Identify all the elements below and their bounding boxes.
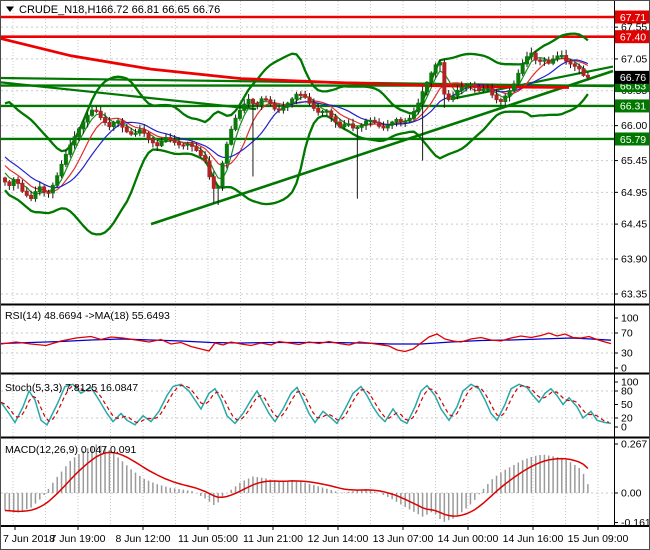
price-badge-label: 65.79 [620,134,646,146]
indicator-tick-label: 0.00 [621,488,642,500]
price-tick-label: 64.95 [621,187,647,199]
indicator-tick-label: 70 [621,328,633,340]
trendline[interactable] [150,69,614,226]
price-badge [615,132,649,146]
price-badge-label: 66.76 [620,72,646,84]
stoch-d-line [1,384,610,424]
time-tick-label: 11 Jun 05:00 [178,533,238,545]
symbol-name: CRUDE_N18,H1 [19,4,102,16]
time-tick-label: 8 Jun 12:00 [116,533,171,545]
time-tick-label: 14 Jun 00:00 [438,533,499,545]
trendline[interactable] [1,81,257,111]
macd-label: MACD(12,26,9) 0.047 0.091 [5,444,136,456]
ohlc-values: 66.72 66.81 66.65 66.76 [101,4,220,16]
time-tick-label: 12 Jun 14:00 [308,533,369,545]
symbol-title: CRUDE_N18,H1 66.72 66.81 66.65 66.76 [6,4,220,16]
time-tick-label: 15 Jun 09:00 [568,533,629,545]
stoch-label: Stoch(5,3,3) 7.8125 16.0847 [5,382,138,394]
stoch-k-line [1,383,612,426]
candles-layer [3,47,590,206]
price-badge-label: 67.71 [620,12,646,24]
time-tick-label: 7 Jun 2018 [3,533,55,545]
time-tick-label: 7 Jun 19:00 [51,533,106,545]
indicator-tick-label: -0.161 [621,517,650,529]
indicator-tick-label: 100 [621,377,639,389]
main-chart-panel[interactable] [1,15,614,236]
panel-frames [1,1,649,527]
indicator-tick-label: 0.267 [621,439,647,451]
rsi-line [1,332,612,353]
rsi-panel[interactable] [1,332,612,353]
symbol-menu-icon[interactable] [6,6,14,13]
price-tick-label: 64.45 [621,219,647,231]
price-tick-label: 67.05 [621,53,647,65]
indicator-tick-label: 30 [621,348,633,360]
price-badge [615,70,649,84]
indicator-tick-label: 50 [621,399,633,411]
indicator-tick-label: 100 [621,313,639,325]
indicator-tick-label: 0 [621,363,627,375]
rsi-label: RSI(14) 48.6694 ->MA(18) 55.6493 [5,310,170,322]
bollinger-lower-band [4,93,589,236]
price-tick-label: 63.35 [621,288,647,300]
time-tick-label: 14 Jun 16:00 [503,533,564,545]
price-badge [615,10,649,24]
price-axis[interactable]: 67.5567.0566.5566.0065.4564.9564.4563.90… [614,10,650,530]
indicator-tick-label: 80 [621,386,633,398]
macd-panel[interactable] [4,444,589,522]
macd-signal-line [4,451,589,517]
price-badge-label: 66.31 [620,101,646,113]
grid-layer [1,1,614,525]
bollinger-upper-band [4,32,589,153]
indicator-tick-label: 20 [621,413,633,425]
price-badge-label: 67.40 [620,31,646,43]
price-tick-label: 63.90 [621,254,647,266]
time-tick-label: 11 Jun 21:00 [243,533,303,545]
price-tick-label: 66.00 [621,120,647,132]
price-badge [615,30,649,44]
indicator-tick-label: 0 [621,422,627,434]
price-tick-label: 65.45 [621,155,647,167]
long-ma-red-line [1,37,570,89]
time-tick-label: 13 Jun 07:00 [373,533,434,545]
price-badge [615,99,649,113]
stochastic-panel[interactable] [1,383,612,426]
